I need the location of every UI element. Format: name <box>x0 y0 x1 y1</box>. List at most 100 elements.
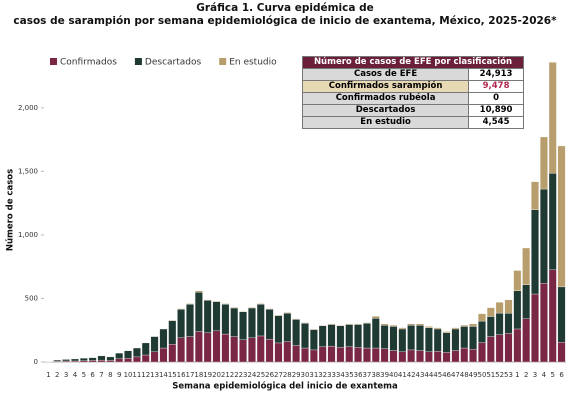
x-tick-label: 18 <box>194 371 203 379</box>
x-tick-label: 3 <box>64 371 68 379</box>
bar-segment <box>115 352 124 359</box>
bar-segment <box>424 326 433 328</box>
bar-segment <box>318 325 327 347</box>
bar-segment <box>522 284 531 319</box>
x-tick-label: 6 <box>90 371 95 379</box>
bar-segment <box>150 336 159 352</box>
x-tick-label: 27 <box>274 371 283 379</box>
x-tick-label: 22 <box>230 371 239 379</box>
bar-segment <box>371 347 380 363</box>
x-tick-label: 44 <box>424 371 433 379</box>
bar-segment <box>398 328 407 352</box>
bar-segment <box>106 360 115 363</box>
bar-segment <box>62 359 70 362</box>
bar-segment <box>495 334 504 363</box>
bar-segment <box>292 319 301 346</box>
bar-segment <box>407 349 416 363</box>
bar-segment <box>221 333 230 363</box>
x-tick-label: 49 <box>469 371 478 379</box>
bar-segment <box>336 325 345 348</box>
x-tick-label: 3 <box>533 371 537 379</box>
x-tick-label: 29 <box>292 371 301 379</box>
bar-segment <box>309 349 318 363</box>
bar-segment <box>62 360 70 363</box>
bar-segment <box>283 341 292 363</box>
x-tick-label: 14 <box>159 371 168 379</box>
bar-segment <box>345 324 354 347</box>
x-tick-label: 42 <box>407 371 416 379</box>
bar-segment <box>141 342 150 356</box>
bar-segment <box>380 348 389 363</box>
bar-segment <box>557 286 566 343</box>
x-tick-label: 46 <box>442 371 451 379</box>
bar-segment <box>168 320 177 345</box>
bar-segment <box>416 323 424 326</box>
x-tick-label: 13 <box>150 371 159 379</box>
bar-segment <box>398 351 407 363</box>
bar-segment <box>327 323 336 325</box>
bar-segment <box>495 312 504 335</box>
table-cell: 0 <box>468 92 524 105</box>
x-tick-label: 11 <box>132 371 141 379</box>
bar-segment <box>159 347 168 363</box>
x-tick-label: 37 <box>362 371 371 379</box>
bar-segment <box>469 323 477 327</box>
bar-segment <box>79 360 88 363</box>
bar-segment <box>380 323 389 326</box>
x-tick-label: 5 <box>550 371 554 379</box>
bar-segment <box>318 346 327 363</box>
bar-segment <box>239 311 247 340</box>
bar-segment <box>531 209 539 295</box>
bar-segment <box>265 338 274 363</box>
bar-segment <box>513 270 522 291</box>
legend-label: Descartados <box>145 58 202 68</box>
bar-segment <box>301 347 309 363</box>
bar-segment <box>248 337 256 363</box>
bar-segment <box>274 342 283 363</box>
bar-segment <box>212 301 221 332</box>
bar-segment <box>248 307 256 309</box>
bar-segment <box>168 319 177 321</box>
x-tick-label: 15 <box>168 371 177 379</box>
bar-segment <box>239 339 247 363</box>
bar-segment <box>194 291 203 332</box>
y-tick-label: 1,500 <box>18 167 38 175</box>
bar-segment <box>221 304 230 335</box>
bar-segment <box>327 345 336 363</box>
bar-segment <box>416 324 424 351</box>
bar-segment <box>327 324 336 347</box>
bar-segment <box>522 247 531 286</box>
bar-segment <box>256 303 265 305</box>
bar-segment <box>283 312 292 342</box>
bar-segment <box>274 315 283 344</box>
x-tick-label: 26 <box>265 371 274 379</box>
bar-segment <box>221 303 230 305</box>
bar-segment <box>531 181 539 210</box>
bar-segment <box>451 327 460 330</box>
table-row: Casos de EFE 24,913 <box>301 68 524 81</box>
table-header: Número de casos de EFE por clasificación <box>302 56 524 69</box>
x-tick-label: 47 <box>451 371 460 379</box>
bar-segment <box>460 326 469 349</box>
x-tick-label: 19 <box>203 371 212 379</box>
x-tick-label: 1 <box>515 371 519 379</box>
table-cell: 9,478 <box>468 80 524 93</box>
x-tick-label: 1 <box>46 371 50 379</box>
bar-segment <box>71 358 79 362</box>
legend-swatch <box>134 58 142 65</box>
bar-segment <box>301 323 309 349</box>
bar-segment <box>540 136 548 190</box>
bar-segment <box>177 309 186 339</box>
bar-segment <box>424 327 433 352</box>
chart-title: casos de sarampión por semana epidemioló… <box>13 15 557 27</box>
bar-segment <box>345 346 354 363</box>
table-cell: Confirmados sarampión <box>301 80 470 93</box>
bar-segment <box>513 290 522 330</box>
bar-segment <box>389 326 398 351</box>
x-tick-label: 50 <box>477 371 486 379</box>
x-tick-label: 12 <box>141 371 150 379</box>
table-row: Confirmados rubéola 0 <box>301 92 524 105</box>
bar-segment <box>212 330 221 363</box>
bar-segment <box>486 336 495 363</box>
bar-segment <box>407 324 416 351</box>
